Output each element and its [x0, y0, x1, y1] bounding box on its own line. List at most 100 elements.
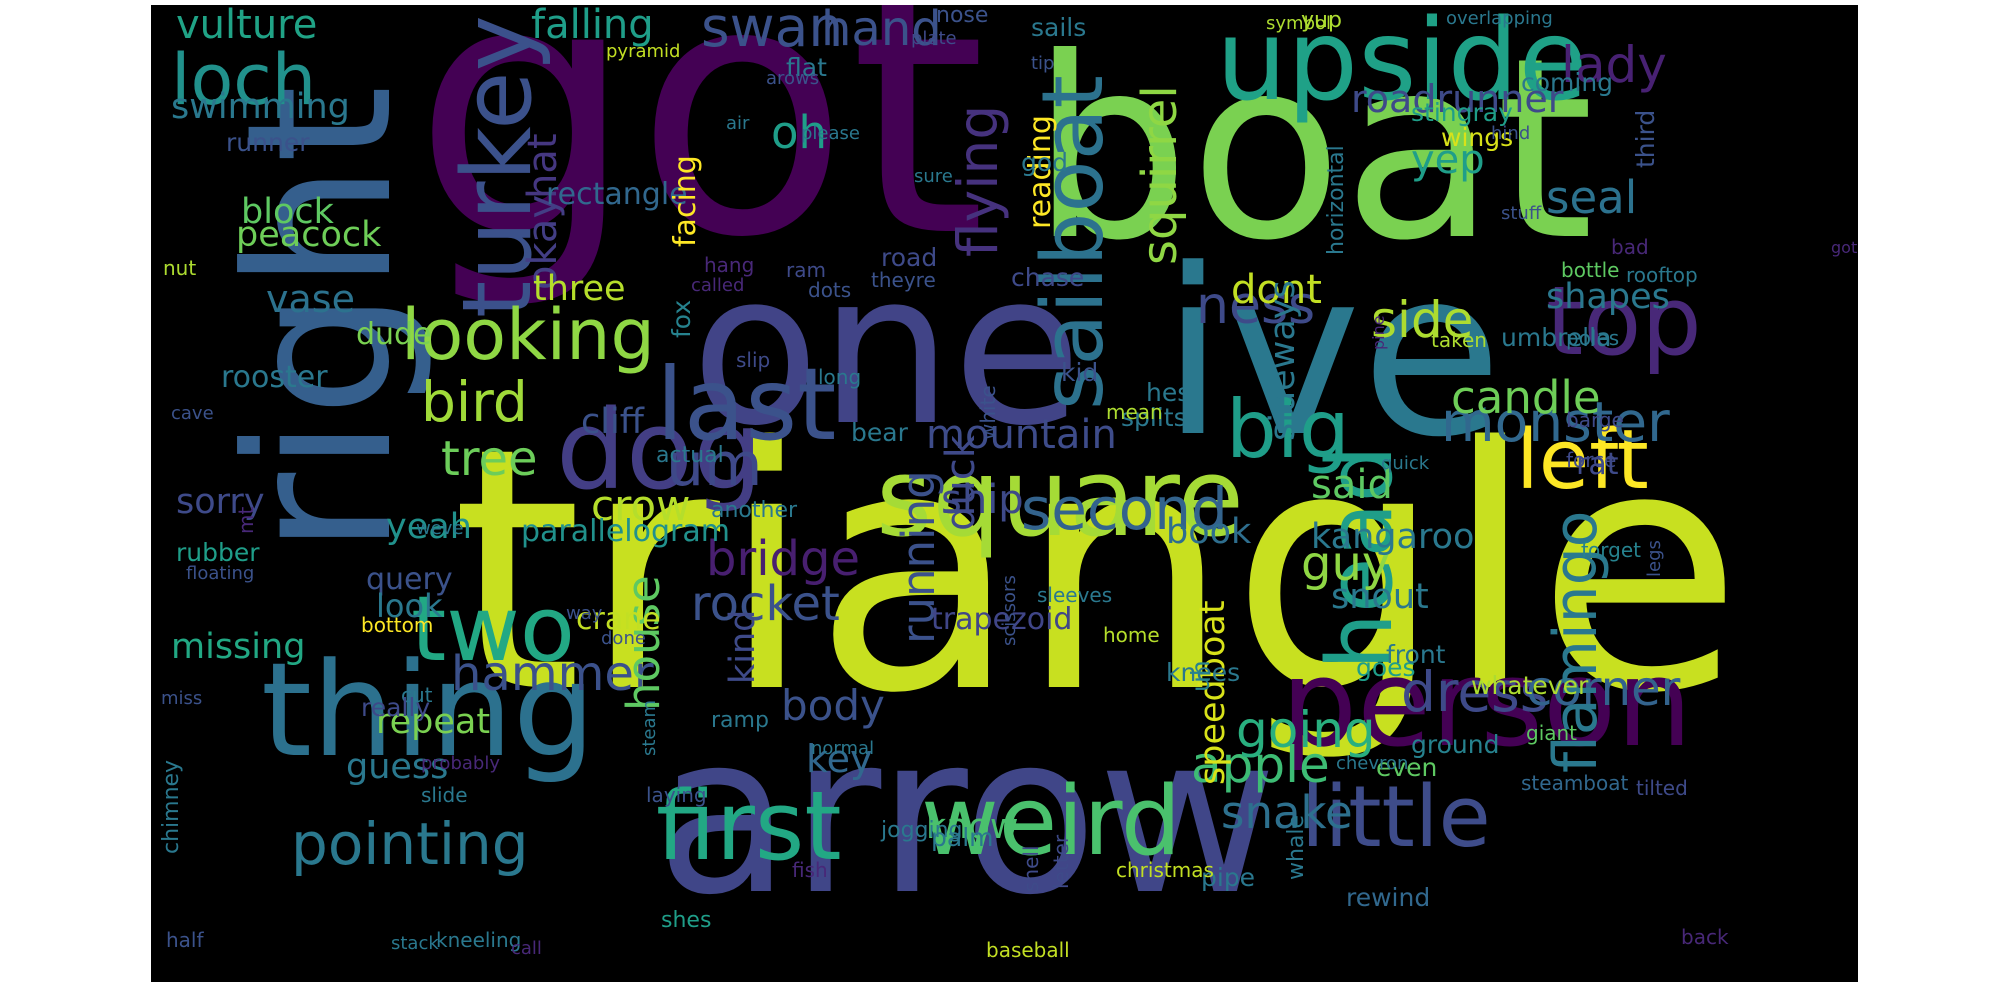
- word-chase: chase: [1011, 263, 1085, 292]
- word-book: book: [1166, 512, 1252, 552]
- word-look: look: [376, 587, 443, 625]
- word-roadrunner: roadrunner: [1351, 77, 1564, 121]
- word-slide: slide: [421, 783, 468, 807]
- word-boat: boat: [1031, 5, 1594, 295]
- word-guy: guy: [1301, 536, 1391, 592]
- word-bear: bear: [851, 418, 908, 447]
- word-cloud: triangle got boat arrow one ive right thing pers…: [151, 5, 1858, 982]
- word-snout: snout: [1331, 577, 1429, 617]
- word-whale: whale: [1284, 814, 1309, 880]
- word-upside: upside: [1216, 5, 1588, 126]
- word-letter: letter: [1049, 834, 1073, 889]
- word-vase: vase: [266, 277, 355, 321]
- word-snake: snake: [1221, 786, 1353, 839]
- word-bottle: bottle: [1561, 258, 1620, 282]
- word-stingray: stingray: [1411, 98, 1513, 127]
- word-dont: dont: [1231, 267, 1322, 313]
- word-peacock: peacock: [236, 215, 382, 255]
- word-one: one: [691, 227, 1082, 472]
- word-lady: lady: [1561, 36, 1667, 94]
- word-square: square: [876, 436, 1244, 561]
- word-squirrel: squirrel: [1132, 85, 1188, 265]
- word-ramp: ramp: [711, 708, 769, 733]
- word-swan: swan: [701, 5, 844, 59]
- word-coming: coming: [1521, 68, 1614, 97]
- word-rocket: rocket: [691, 576, 840, 632]
- word-crow: crow: [591, 481, 691, 530]
- word-rewind: rewind: [1346, 883, 1431, 912]
- word-forget: forget: [1581, 538, 1641, 562]
- word-arrow: arrow: [656, 687, 1278, 943]
- word-second: second: [1021, 475, 1228, 543]
- word-ive: ive: [1161, 221, 1503, 488]
- word-missing: missing: [171, 627, 306, 667]
- word-sorry: sorry: [176, 482, 265, 522]
- word-crane: crane: [576, 602, 661, 637]
- word-first: first: [656, 772, 842, 882]
- word-looking: looking: [401, 294, 655, 376]
- word-ground: ground: [1411, 730, 1500, 759]
- word-scissors: scissors: [999, 575, 1020, 646]
- word-vulture: vulture: [176, 5, 318, 48]
- word-legs: legs: [1644, 540, 1665, 577]
- word-long: long: [818, 365, 862, 389]
- word-top: top: [1546, 267, 1702, 377]
- word-two: two: [411, 577, 575, 682]
- word-hand: hand: [821, 5, 942, 57]
- word-oh: oh: [771, 106, 828, 159]
- word-dots: dots: [808, 278, 852, 302]
- word-ness: ness: [1196, 276, 1316, 336]
- word-candle: candle: [1451, 371, 1601, 424]
- word-repeat: repeat: [376, 702, 491, 742]
- word-nut: nut: [163, 256, 197, 280]
- word-gotcha: gotcha: [1831, 238, 1858, 257]
- word-theyre: theyre: [871, 268, 936, 292]
- word-laying: laying: [646, 783, 707, 807]
- word-taken: taken: [1431, 328, 1487, 352]
- word-rat: rat: [1576, 447, 1619, 482]
- word-really: really: [361, 693, 431, 722]
- word-normal: normal: [811, 738, 875, 759]
- word-fish: fish: [792, 858, 828, 882]
- word-god: god: [1021, 148, 1069, 177]
- word-block: block: [241, 192, 334, 232]
- word-hammer: hammer: [451, 646, 654, 702]
- word-overlapping: overlapping: [1446, 8, 1553, 29]
- word-slip: slip: [736, 348, 771, 372]
- word-home: home: [1103, 623, 1160, 647]
- word-left: left: [1516, 413, 1649, 508]
- word-way: way: [566, 603, 603, 624]
- word-yeah: yeah: [386, 507, 472, 547]
- word-sleeves: sleeves: [1037, 583, 1113, 607]
- word-swimming: swimming: [171, 87, 350, 127]
- word-yep: yep: [1411, 137, 1485, 183]
- word-road: road: [881, 243, 938, 272]
- word-another: another: [711, 498, 798, 523]
- word-going: going: [1236, 701, 1376, 759]
- word-guess: guess: [346, 747, 449, 787]
- word-palm: palm: [931, 823, 994, 852]
- word-tilted: tilted: [1636, 776, 1688, 800]
- word-sideways: sideways: [1263, 280, 1303, 441]
- word-hang: hang: [704, 253, 755, 277]
- word-rooftop: rooftop: [1626, 263, 1698, 287]
- word-kangaroo: kangaroo: [1311, 517, 1475, 557]
- word-three: three: [533, 269, 626, 309]
- word-floating: floating: [186, 563, 255, 584]
- word-air: air: [726, 113, 750, 134]
- word-mt: mt: [234, 506, 258, 534]
- word-rooster: rooster: [221, 360, 328, 395]
- word-falling: falling: [531, 5, 654, 48]
- word-chimney: chimney: [159, 759, 184, 854]
- word-pipe: pipe: [1201, 863, 1256, 892]
- word-bottom: bottom: [361, 613, 434, 637]
- word-shapes: shapes: [1546, 277, 1670, 317]
- word-barge: barge: [1566, 408, 1624, 432]
- word-flying: flying: [946, 104, 1010, 257]
- word-stuff: stuff: [1501, 203, 1542, 224]
- word-poles: poles: [1566, 326, 1620, 350]
- word-miss: miss: [161, 688, 203, 709]
- word-key: key: [806, 737, 873, 781]
- word-symbol: symbol: [1266, 13, 1332, 34]
- word-third: third: [1631, 109, 1660, 168]
